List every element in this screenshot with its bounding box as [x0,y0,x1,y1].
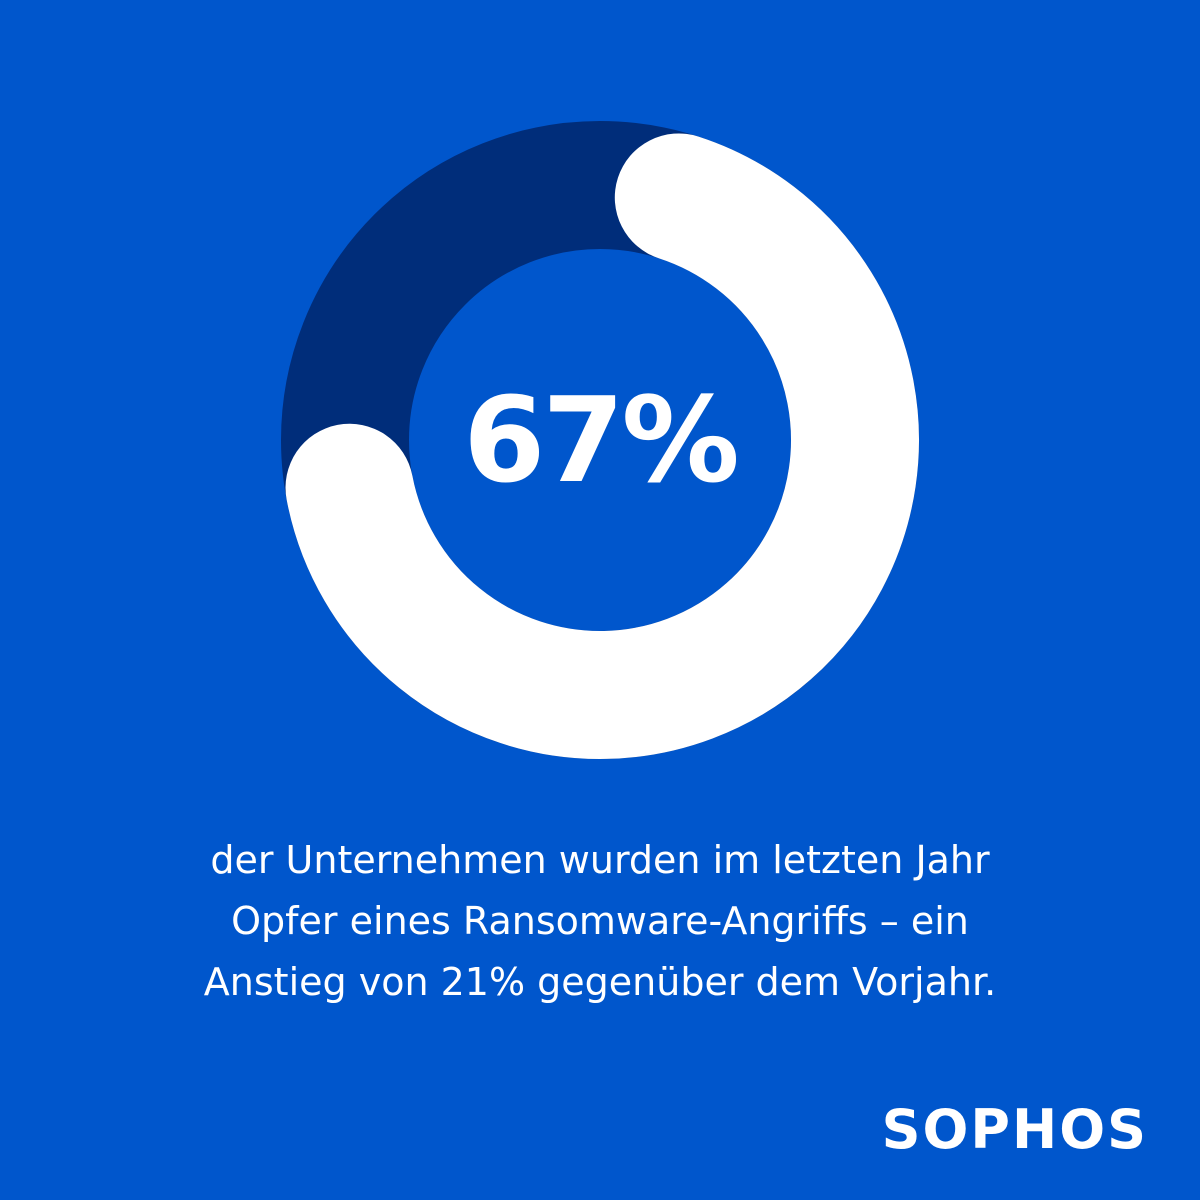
sophos-logo: SOPHOS [881,1098,1148,1161]
donut-center-value: 67% [463,371,739,509]
donut-slice-value [285,133,919,759]
caption-line-2: Opfer eines Ransomware-Angriffs – ein [231,899,969,943]
caption-line-3: Anstieg von 21% gegenüber dem Vorjahr. [203,960,997,1004]
caption-text: der Unternehmen wurden im letzten Jahr O… [120,830,1080,1013]
caption-line-1: der Unternehmen wurden im letzten Jahr [210,838,990,882]
